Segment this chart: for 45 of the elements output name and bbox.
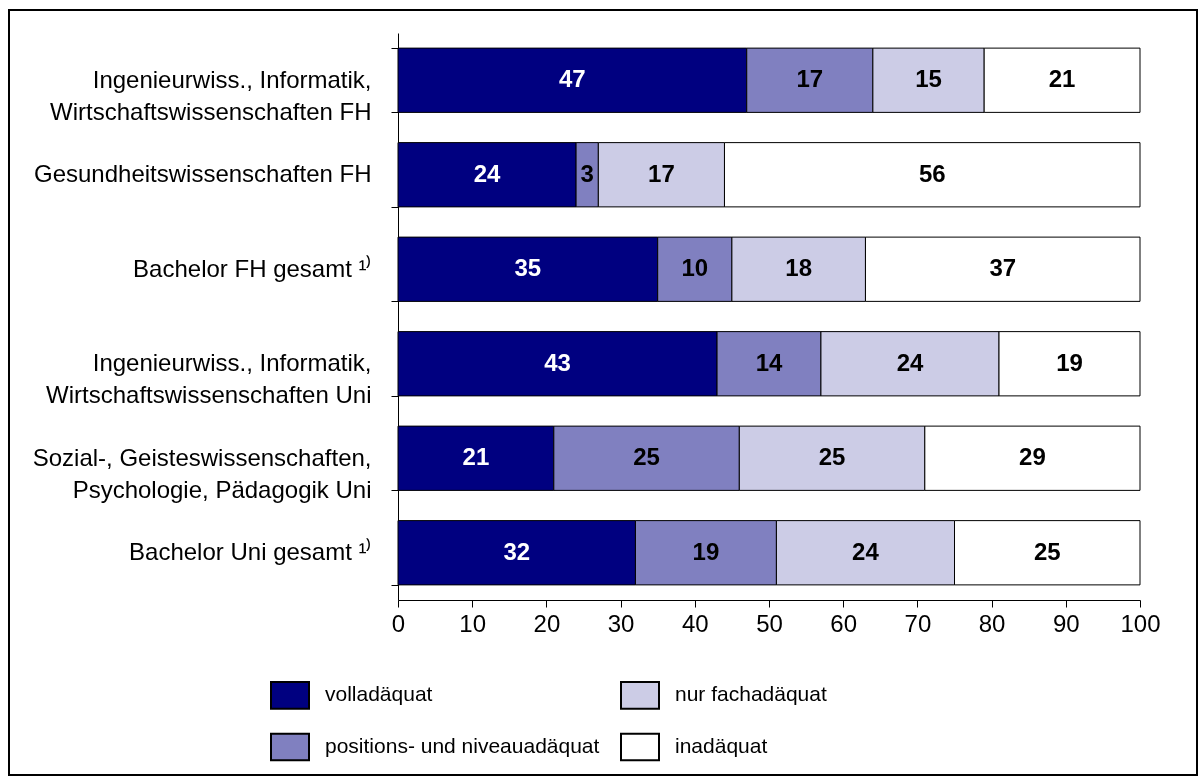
data-label: 21 <box>462 443 490 471</box>
data-label: 35 <box>514 254 542 282</box>
y-tick-label: Bachelor FH gesamt ¹⁾ <box>133 254 372 282</box>
data-label: 32 <box>503 537 531 565</box>
data-label: 3 <box>580 159 594 187</box>
data-label: 25 <box>1033 537 1061 565</box>
data-label: 25 <box>818 443 846 471</box>
y-tick-label: Gesundheitswissenschaften FH <box>34 160 372 188</box>
legend-label: positions- und niveauadäquat <box>325 734 600 757</box>
x-tick-label: 30 <box>607 609 635 637</box>
data-label: 17 <box>796 65 824 93</box>
legend-label: inadäquat <box>675 734 768 757</box>
data-label: 19 <box>1056 348 1083 376</box>
data-label: 24 <box>852 537 880 565</box>
legend-label: volladäquat <box>325 682 433 706</box>
x-tick-label: 50 <box>756 609 783 637</box>
x-tick-label: 40 <box>681 609 709 637</box>
x-tick-label: 10 <box>459 609 487 637</box>
x-tick-label: 0 <box>391 609 406 637</box>
data-label: 15 <box>915 65 942 93</box>
x-tick-label: 90 <box>1052 609 1080 637</box>
data-label: 10 <box>681 254 709 282</box>
data-label: 24 <box>473 159 502 187</box>
x-tick-label: 100 <box>1120 609 1161 637</box>
data-label: 17 <box>648 159 675 187</box>
data-label: 25 <box>633 443 660 471</box>
x-tick-label: 80 <box>978 609 1006 637</box>
data-label: 24 <box>896 348 924 376</box>
data-label: 37 <box>989 254 1017 282</box>
data-label: 56 <box>918 159 946 187</box>
data-label: 43 <box>544 348 571 376</box>
x-tick-label: 70 <box>904 609 932 637</box>
x-tick-label: 60 <box>830 609 858 637</box>
legend-label: nur fachadäquat <box>675 682 827 706</box>
y-tick-label: Bachelor Uni gesamt ¹⁾ <box>129 538 372 566</box>
data-label: 29 <box>1019 443 1046 471</box>
data-label: 47 <box>559 65 586 93</box>
x-tick-label: 20 <box>533 609 561 637</box>
y-tick-label: Sozial-, Geisteswissenschaften, Psychologie, Pädagogik Uni <box>32 443 372 503</box>
data-label: 18 <box>785 254 813 282</box>
y-tick-label: Ingenieurwiss., Informatik, Wirtschaftswissenschaften Uni <box>46 349 372 409</box>
data-label: 19 <box>692 537 720 565</box>
data-label: 14 <box>755 348 783 376</box>
data-label: 21 <box>1048 65 1076 93</box>
y-tick-label: Ingenieurwiss., Informatik, Wirtschaftswissenschaften FH <box>50 65 372 125</box>
